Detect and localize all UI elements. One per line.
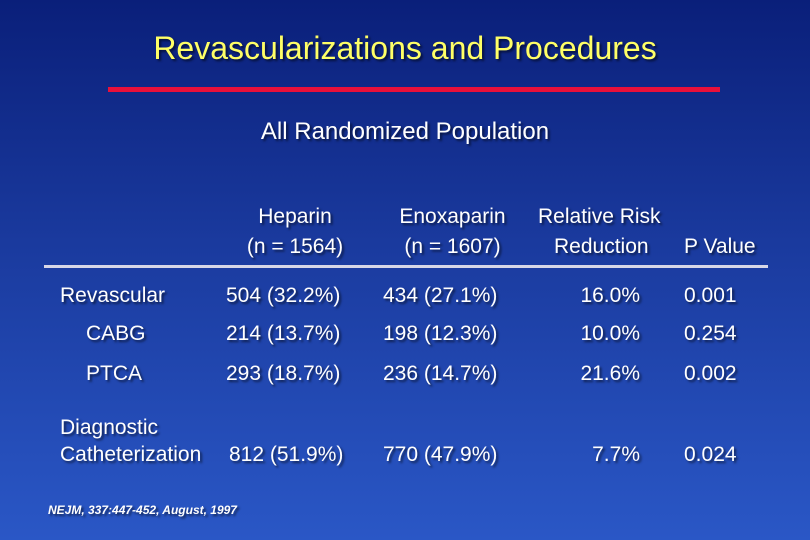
row-label-ptca: PTCA bbox=[86, 362, 143, 385]
row-ptca-heparin: 293 (18.7%) bbox=[226, 362, 341, 385]
row-ptca-p: 0.002 bbox=[684, 362, 737, 385]
row-cabg-enoxaparin: 198 (12.3%) bbox=[383, 322, 498, 345]
citation: NEJM, 337:447-452, August, 1997 bbox=[48, 503, 237, 517]
header-rrr: Relative Risk Reduction bbox=[530, 202, 690, 262]
header-rrr-line1: Relative Risk bbox=[538, 205, 661, 228]
row-diagnostic-enoxaparin: 770 (47.9%) bbox=[383, 443, 498, 466]
row-label-catheterization: Catheterization bbox=[60, 443, 202, 466]
header-heparin-line2: (n = 1564) bbox=[246, 235, 344, 258]
header-rrr-line2: Reduction bbox=[554, 235, 649, 258]
row-cabg-rrr: 10.0% bbox=[580, 322, 640, 345]
row-revascular-enoxaparin: 434 (27.1%) bbox=[383, 284, 498, 307]
header-pvalue: P Value bbox=[684, 235, 756, 258]
row-diagnostic-rrr: 7.7% bbox=[592, 443, 640, 466]
header-divider bbox=[44, 265, 768, 268]
row-cabg-p: 0.254 bbox=[684, 322, 737, 345]
row-label-cabg: CABG bbox=[86, 322, 146, 345]
row-ptca-enoxaparin: 236 (14.7%) bbox=[383, 362, 498, 385]
header-heparin-line1: Heparin bbox=[258, 205, 332, 228]
header-enoxaparin-line1: Enoxaparin bbox=[399, 205, 506, 228]
row-label-revascular: Revascular bbox=[60, 284, 166, 307]
row-revascular-rrr: 16.0% bbox=[580, 284, 640, 307]
title-underline bbox=[108, 87, 720, 92]
header-heparin: Heparin (n = 1564) bbox=[230, 202, 360, 262]
slide-title: Revascularizations and Procedures bbox=[153, 30, 657, 66]
row-revascular-heparin: 504 (32.2%) bbox=[226, 284, 341, 307]
slide-subtitle: All Randomized Population bbox=[260, 118, 550, 145]
row-label-diagnostic: Diagnostic bbox=[60, 416, 159, 439]
header-enoxaparin: Enoxaparin (n = 1607) bbox=[385, 202, 520, 262]
header-enoxaparin-line2: (n = 1607) bbox=[404, 235, 501, 258]
row-diagnostic-heparin: 812 (51.9%) bbox=[229, 443, 344, 466]
row-cabg-heparin: 214 (13.7%) bbox=[226, 322, 341, 345]
row-ptca-rrr: 21.6% bbox=[580, 362, 640, 385]
row-diagnostic-p: 0.024 bbox=[684, 443, 737, 466]
row-revascular-p: 0.001 bbox=[684, 284, 737, 307]
